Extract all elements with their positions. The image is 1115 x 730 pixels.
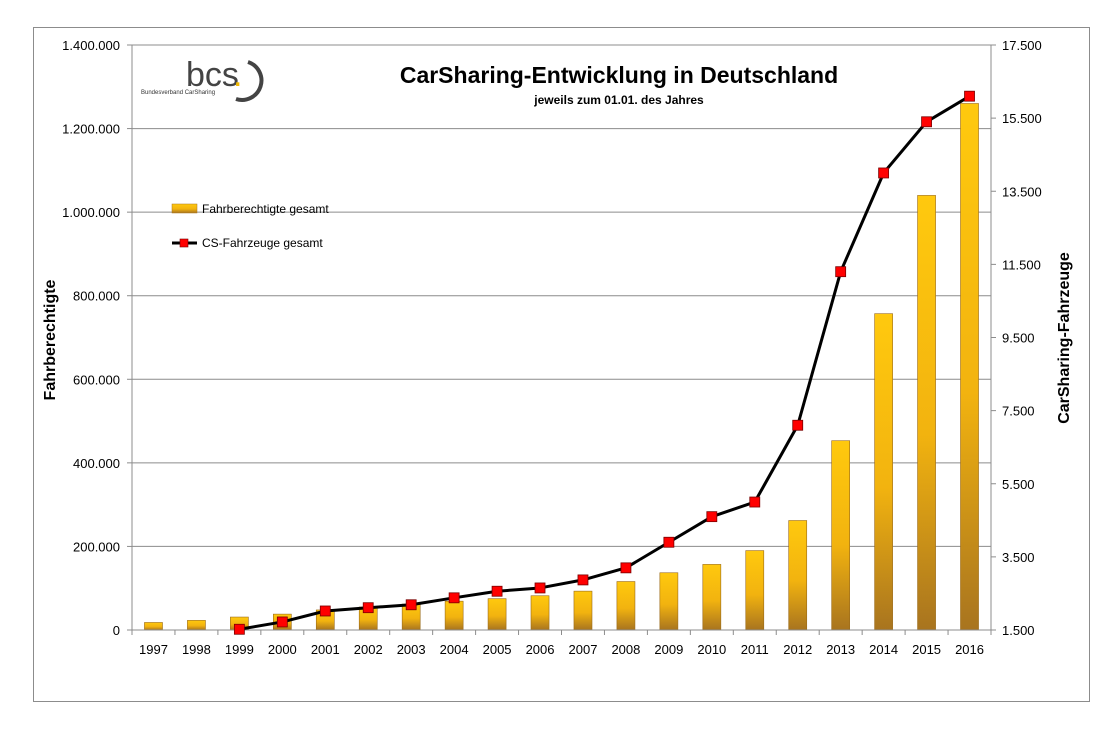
x-tick-label: 1998 (182, 642, 211, 657)
right-axis-ticks: 1.500 3.500 5.500 7.500 9.500 11.500 13.500 15.… (1002, 38, 1042, 638)
line-marker (405, 599, 417, 611)
left-tick-label: 1.000.000 (62, 205, 120, 220)
line-series (233, 90, 975, 635)
left-tick-label: 400.000 (73, 456, 120, 471)
gridlines (132, 44, 991, 547)
left-tick-label: 200.000 (73, 539, 120, 554)
line-marker (448, 592, 460, 604)
legend-label-bars: Fahrberechtigte gesamt (202, 202, 329, 216)
left-tick-label: 1.200.000 (62, 122, 120, 137)
left-tick-label: 600.000 (73, 372, 120, 387)
x-tick-label: 2000 (268, 642, 297, 657)
x-tick-label: 2003 (397, 642, 426, 657)
logo-text: bcs (186, 56, 239, 94)
line-marker (964, 90, 975, 102)
x-tick-label: 2005 (483, 642, 512, 657)
right-tick-label: 15.500 (1002, 111, 1042, 126)
bar (702, 564, 722, 631)
line-marker (233, 623, 245, 635)
legend-marker-swatch (179, 238, 189, 248)
bar (960, 103, 979, 631)
axis-lines (127, 44, 996, 635)
right-tick-label: 13.500 (1002, 184, 1042, 199)
line-marker (792, 419, 804, 431)
line-marker (362, 602, 374, 614)
x-tick-label: 2008 (611, 642, 640, 657)
x-tick-label: 2004 (440, 642, 469, 657)
line-marker (620, 562, 632, 574)
bar (659, 572, 679, 631)
bar (187, 620, 206, 631)
line-marker (921, 116, 932, 128)
x-tick-label: 2010 (697, 642, 726, 657)
x-tick-label: 2001 (311, 642, 340, 657)
x-tick-label: 2011 (741, 642, 769, 657)
line-path (239, 94, 971, 631)
bar-series (144, 103, 979, 631)
bar (917, 195, 936, 631)
line-marker (319, 605, 331, 617)
bcs-logo: bcs . Bundesverband CarSharing (141, 56, 264, 102)
logo-dot: . (233, 56, 242, 94)
legend-label-line: CS-Fahrzeuge gesamt (202, 236, 323, 250)
bar (530, 595, 550, 631)
right-tick-label: 11.500 (1002, 257, 1041, 272)
right-tick-label: 17.500 (1002, 38, 1042, 53)
line-marker (878, 167, 890, 179)
left-axis-title: Fahrberechtigte (42, 279, 59, 400)
legend-bar-swatch (171, 203, 198, 214)
chart-subtitle: jeweils zum 01.01. des Jahres (533, 93, 704, 107)
bar (874, 313, 893, 631)
chart-title: CarSharing-Entwicklung in Deutschland (400, 62, 838, 88)
line-marker (749, 496, 761, 508)
line-marker (276, 616, 288, 628)
x-tick-label: 1997 (139, 642, 168, 657)
line-marker (577, 574, 589, 586)
bar (144, 622, 163, 631)
right-tick-label: 9.500 (1002, 331, 1035, 346)
line-marker (835, 266, 847, 278)
x-tick-label: 2002 (354, 642, 383, 657)
right-tick-label: 5.500 (1002, 477, 1035, 492)
line-marker (534, 582, 546, 594)
bar (788, 520, 808, 631)
x-tick-label: 2006 (526, 642, 555, 657)
bar (616, 581, 636, 631)
right-tick-label: 7.500 (1002, 404, 1035, 419)
left-axis-ticks: 0 200.000 400.000 600.000 800.000 1.000.000 1.… (62, 38, 120, 638)
bar (831, 440, 850, 631)
logo-subtext: Bundesverband CarSharing (141, 90, 215, 96)
bar (444, 600, 464, 631)
x-tick-label: 2014 (869, 642, 898, 657)
right-axis-title: CarSharing-Fahrzeuge (1056, 252, 1073, 424)
x-tick-label: 2013 (826, 642, 855, 657)
x-tick-label: 2016 (955, 642, 984, 657)
x-tick-label: 2009 (654, 642, 683, 657)
line-marker (663, 536, 675, 548)
bar (573, 590, 593, 631)
left-tick-label: 800.000 (73, 289, 120, 304)
left-tick-label: 1.400.000 (62, 38, 120, 53)
x-axis-ticks: 1997 1998 1999 2000 2001 2002 2003 2004 2005 2006… (139, 642, 984, 657)
line-marker (706, 511, 718, 523)
chart-frame (33, 27, 1090, 702)
x-tick-label: 2007 (569, 642, 598, 657)
x-tick-label: 2012 (783, 642, 812, 657)
left-tick-label: 0 (113, 623, 120, 638)
x-tick-label: 2015 (912, 642, 941, 657)
right-tick-label: 1.500 (1002, 623, 1035, 638)
logo-arc-icon (235, 60, 264, 102)
bar (487, 598, 507, 631)
line-marker (491, 585, 503, 597)
right-tick-label: 3.500 (1002, 550, 1035, 565)
x-tick-label: 1999 (225, 642, 254, 657)
bar (745, 550, 765, 631)
legend: Fahrberechtigte gesamt CS-Fahrzeuge gesa… (171, 202, 329, 250)
